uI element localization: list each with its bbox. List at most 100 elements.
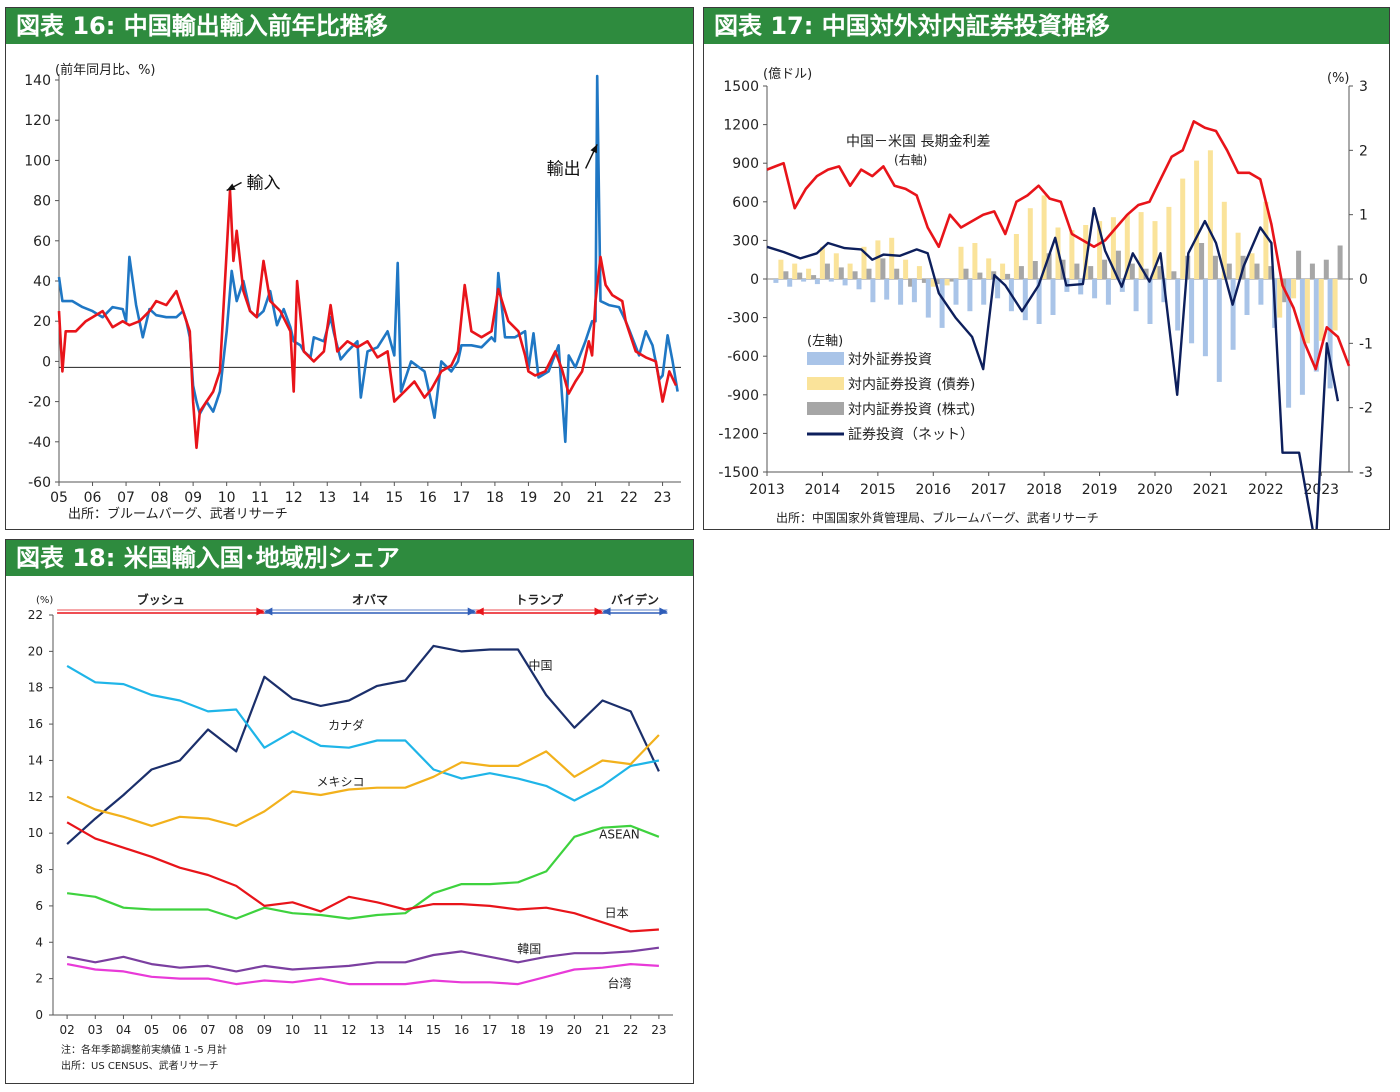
x-tick-label: 2015: [860, 482, 896, 498]
bar-inward-equity: [1157, 266, 1163, 279]
annotation-label: 輸入: [247, 174, 281, 194]
bar-outward-securities: [787, 279, 793, 287]
bar-inward-equity: [1309, 263, 1315, 279]
x-tick-label: 10: [285, 1023, 300, 1037]
x-tick-label: 2014: [805, 482, 841, 498]
bar-inward-bond: [903, 259, 909, 279]
era-arrow-head: [602, 607, 611, 616]
era-label: オバマ: [352, 593, 388, 607]
x-tick-label: 20: [567, 1023, 582, 1037]
chart-panel-us-import-share: 図表 18: 米国輸入国･地域別シェア 0 2 4 6 8 10 12 14 16 18 20 22 0…: [5, 539, 694, 1084]
bar-inward-bond: [1318, 279, 1324, 341]
bar-inward-equity: [1226, 263, 1232, 279]
y-tick-label: 20: [33, 314, 51, 330]
y-tick-label: 2: [35, 972, 43, 986]
bar-inward-equity: [977, 272, 983, 279]
right-y-tick-label: -3: [1359, 465, 1373, 481]
era-label: トランプ: [515, 592, 564, 607]
x-tick-label: 18: [510, 1023, 525, 1037]
y-tick-label: 8: [35, 863, 43, 877]
bar-inward-equity: [1005, 273, 1011, 279]
x-tick-label: 02: [59, 1023, 74, 1037]
bar-inward-bond: [889, 237, 895, 279]
x-tick-label: 06: [84, 490, 102, 506]
x-tick-label: 23: [654, 490, 672, 506]
series-line-import: [57, 189, 678, 450]
bar-inward-bond: [1249, 253, 1255, 279]
bar-outward-securities: [1133, 279, 1139, 312]
bar-inward-bond: [806, 268, 812, 279]
series-line-6: [66, 963, 659, 986]
bar-inward-bond: [1304, 279, 1310, 344]
series-line-export: [57, 74, 679, 444]
y-tick-label: 100: [24, 153, 51, 169]
bar-inward-equity: [838, 267, 844, 279]
bar-inward-bond: [1027, 208, 1033, 279]
bar-inward-bond: [1138, 212, 1144, 279]
bar-inward-bond: [1069, 230, 1075, 279]
bar-inward-equity: [1212, 255, 1218, 279]
bar-inward-bond: [1110, 217, 1116, 279]
era-arrow-head: [256, 607, 265, 616]
x-tick-label: 11: [313, 1023, 328, 1037]
y-tick-label: 6: [35, 899, 43, 913]
x-tick-label: 11: [251, 490, 269, 506]
bar-outward-securities: [1078, 279, 1084, 295]
x-tick-label: 2019: [1082, 482, 1118, 498]
bar-outward-securities: [884, 279, 890, 300]
x-tick-label: 16: [454, 1023, 469, 1037]
x-tick-label: 19: [520, 490, 538, 506]
x-tick-label: 09: [257, 1023, 272, 1037]
x-tick-label: 08: [229, 1023, 244, 1037]
x-tick-label: 07: [117, 490, 135, 506]
x-tick-label: 2017: [971, 482, 1007, 498]
bar-outward-securities: [981, 279, 987, 305]
bar-inward-bond: [1263, 201, 1269, 279]
era-arrow-head: [659, 607, 668, 616]
series-label: 韓国: [517, 942, 541, 956]
x-tick-label: 03: [88, 1023, 103, 1037]
bar-outward-securities: [898, 279, 904, 305]
x-tick-label: 05: [50, 490, 68, 506]
right-y-tick-label: 1: [1359, 208, 1368, 224]
series-line-net-investment: [766, 207, 1340, 529]
legend-swatch-equity: [807, 402, 844, 415]
bar-inward-equity: [1129, 263, 1135, 279]
bar-inward-bond: [930, 279, 936, 287]
x-tick-label: 2016: [915, 482, 951, 498]
bar-inward-bond: [1152, 221, 1158, 279]
y-tick-label: -20: [28, 395, 51, 411]
x-tick-label: 07: [200, 1023, 215, 1037]
bar-outward-securities: [856, 279, 862, 290]
y-tick-label: -40: [28, 435, 51, 451]
bar-inward-bond: [1083, 225, 1089, 279]
y-tick-label: 60: [33, 234, 51, 250]
left-y-tick-label: 0: [750, 272, 759, 288]
bar-inward-bond: [833, 253, 839, 279]
left-y-tick-label: -600: [727, 349, 759, 365]
x-tick-label: 18: [486, 490, 504, 506]
x-tick-label: 14: [398, 1023, 413, 1037]
chart-title: 図表 17: 中国対外対内証券投資推移: [704, 8, 1389, 44]
era-label: バイデン: [611, 592, 659, 607]
y-tick-label: 10: [28, 826, 43, 840]
y-tick-label: 12: [28, 790, 43, 804]
x-tick-label: 09: [184, 490, 202, 506]
x-tick-label: 23: [651, 1023, 666, 1037]
bar-outward-securities: [1147, 279, 1153, 324]
bar-outward-securities: [1036, 279, 1042, 324]
bar-outward-securities: [814, 279, 820, 285]
bar-inward-equity: [1199, 243, 1205, 279]
series-label: 日本: [605, 906, 629, 920]
x-tick-label: 21: [595, 1023, 610, 1037]
bar-outward-securities: [842, 279, 848, 286]
y-unit-label: (前年同月比、%): [55, 62, 156, 78]
chart-panel-export-import: 図表 16: 中国輸出輸入前年比推移 140 120 100 80 60 40 20 0 -20…: [5, 7, 694, 530]
bar-inward-bond: [1207, 150, 1213, 279]
bar-inward-bond: [847, 263, 853, 279]
y-tick-label: -60: [28, 475, 51, 491]
bar-outward-securities: [1286, 279, 1292, 408]
bar-inward-equity: [1046, 253, 1052, 279]
right-y-tick-label: -1: [1359, 336, 1373, 352]
